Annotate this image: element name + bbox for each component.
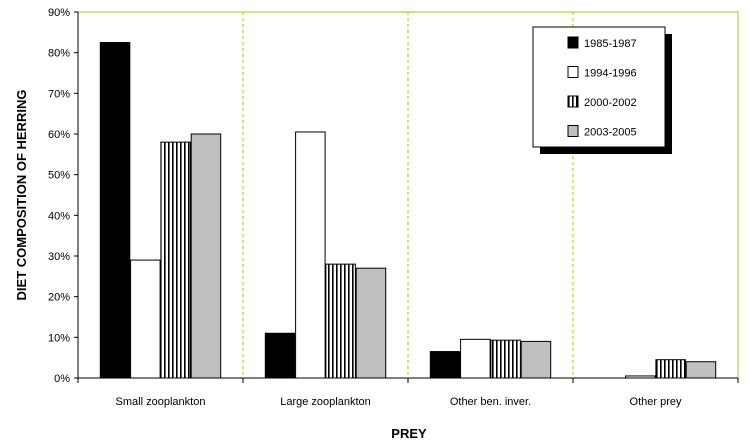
y-tick-label: 90%: [48, 7, 70, 19]
bar-2003-2005-1: [355, 267, 387, 379]
legend-swatch: [567, 36, 579, 49]
legend-box: [532, 26, 666, 148]
y-axis-ticks: 0% 10% 20% 30% 40% 50% 60% 70% 80% 90%: [48, 7, 78, 385]
bar-1994-1996-1: [295, 131, 326, 379]
y-tick-label: 30%: [48, 251, 70, 263]
y-axis-title: DIET COMPOSITION OF HERRING: [14, 90, 29, 301]
bars-group: [99, 42, 717, 379]
legend-swatch: [567, 95, 579, 108]
bar-2003-2005-3: [685, 361, 717, 379]
bar-1994-1996-2: [460, 338, 491, 379]
legend-label: 1994-1996: [584, 68, 637, 80]
x-axis-title: PREY: [391, 426, 427, 441]
bar-2000-2002-1: [325, 263, 356, 379]
x-tick-label: Large zooplankton: [280, 396, 371, 408]
bar-2003-2005-0: [190, 133, 222, 379]
legend-label: 2000-2002: [584, 97, 637, 109]
y-tick-label: 40%: [48, 210, 70, 222]
y-tick-label: 50%: [48, 170, 70, 182]
bar-1985-1987-0: [99, 42, 131, 379]
x-axis-ticks: Small zooplankton Large zooplankton Other …: [77, 378, 739, 408]
x-tick-label: Other ben. inver.: [450, 396, 531, 408]
bar-1985-1987-2: [429, 351, 461, 379]
legend-swatch: [567, 125, 579, 137]
legend: 1985-1987 1994-1996 2000-2002 2003-2005: [532, 26, 672, 154]
bar-2000-2002-0: [160, 141, 191, 379]
legend-label: 1985-1987: [584, 38, 637, 50]
y-tick-label: 10%: [48, 332, 70, 344]
bar-1985-1987-1: [264, 332, 296, 379]
legend-swatch: [567, 66, 579, 78]
y-tick-label: 20%: [48, 292, 70, 304]
y-tick-label: 0%: [54, 373, 70, 385]
y-tick-label: 80%: [48, 48, 70, 60]
y-tick-label: 70%: [48, 88, 70, 100]
x-tick-label: Other prey: [630, 396, 682, 408]
bar-2000-2002-2: [490, 339, 521, 379]
x-tick-label: Small zooplankton: [116, 396, 206, 408]
bar-2000-2002-3: [655, 359, 686, 379]
y-tick-label: 60%: [48, 129, 70, 141]
bar-2003-2005-2: [520, 340, 552, 379]
bar-1994-1996-0: [130, 259, 161, 379]
legend-label: 2003-2005: [584, 127, 637, 139]
